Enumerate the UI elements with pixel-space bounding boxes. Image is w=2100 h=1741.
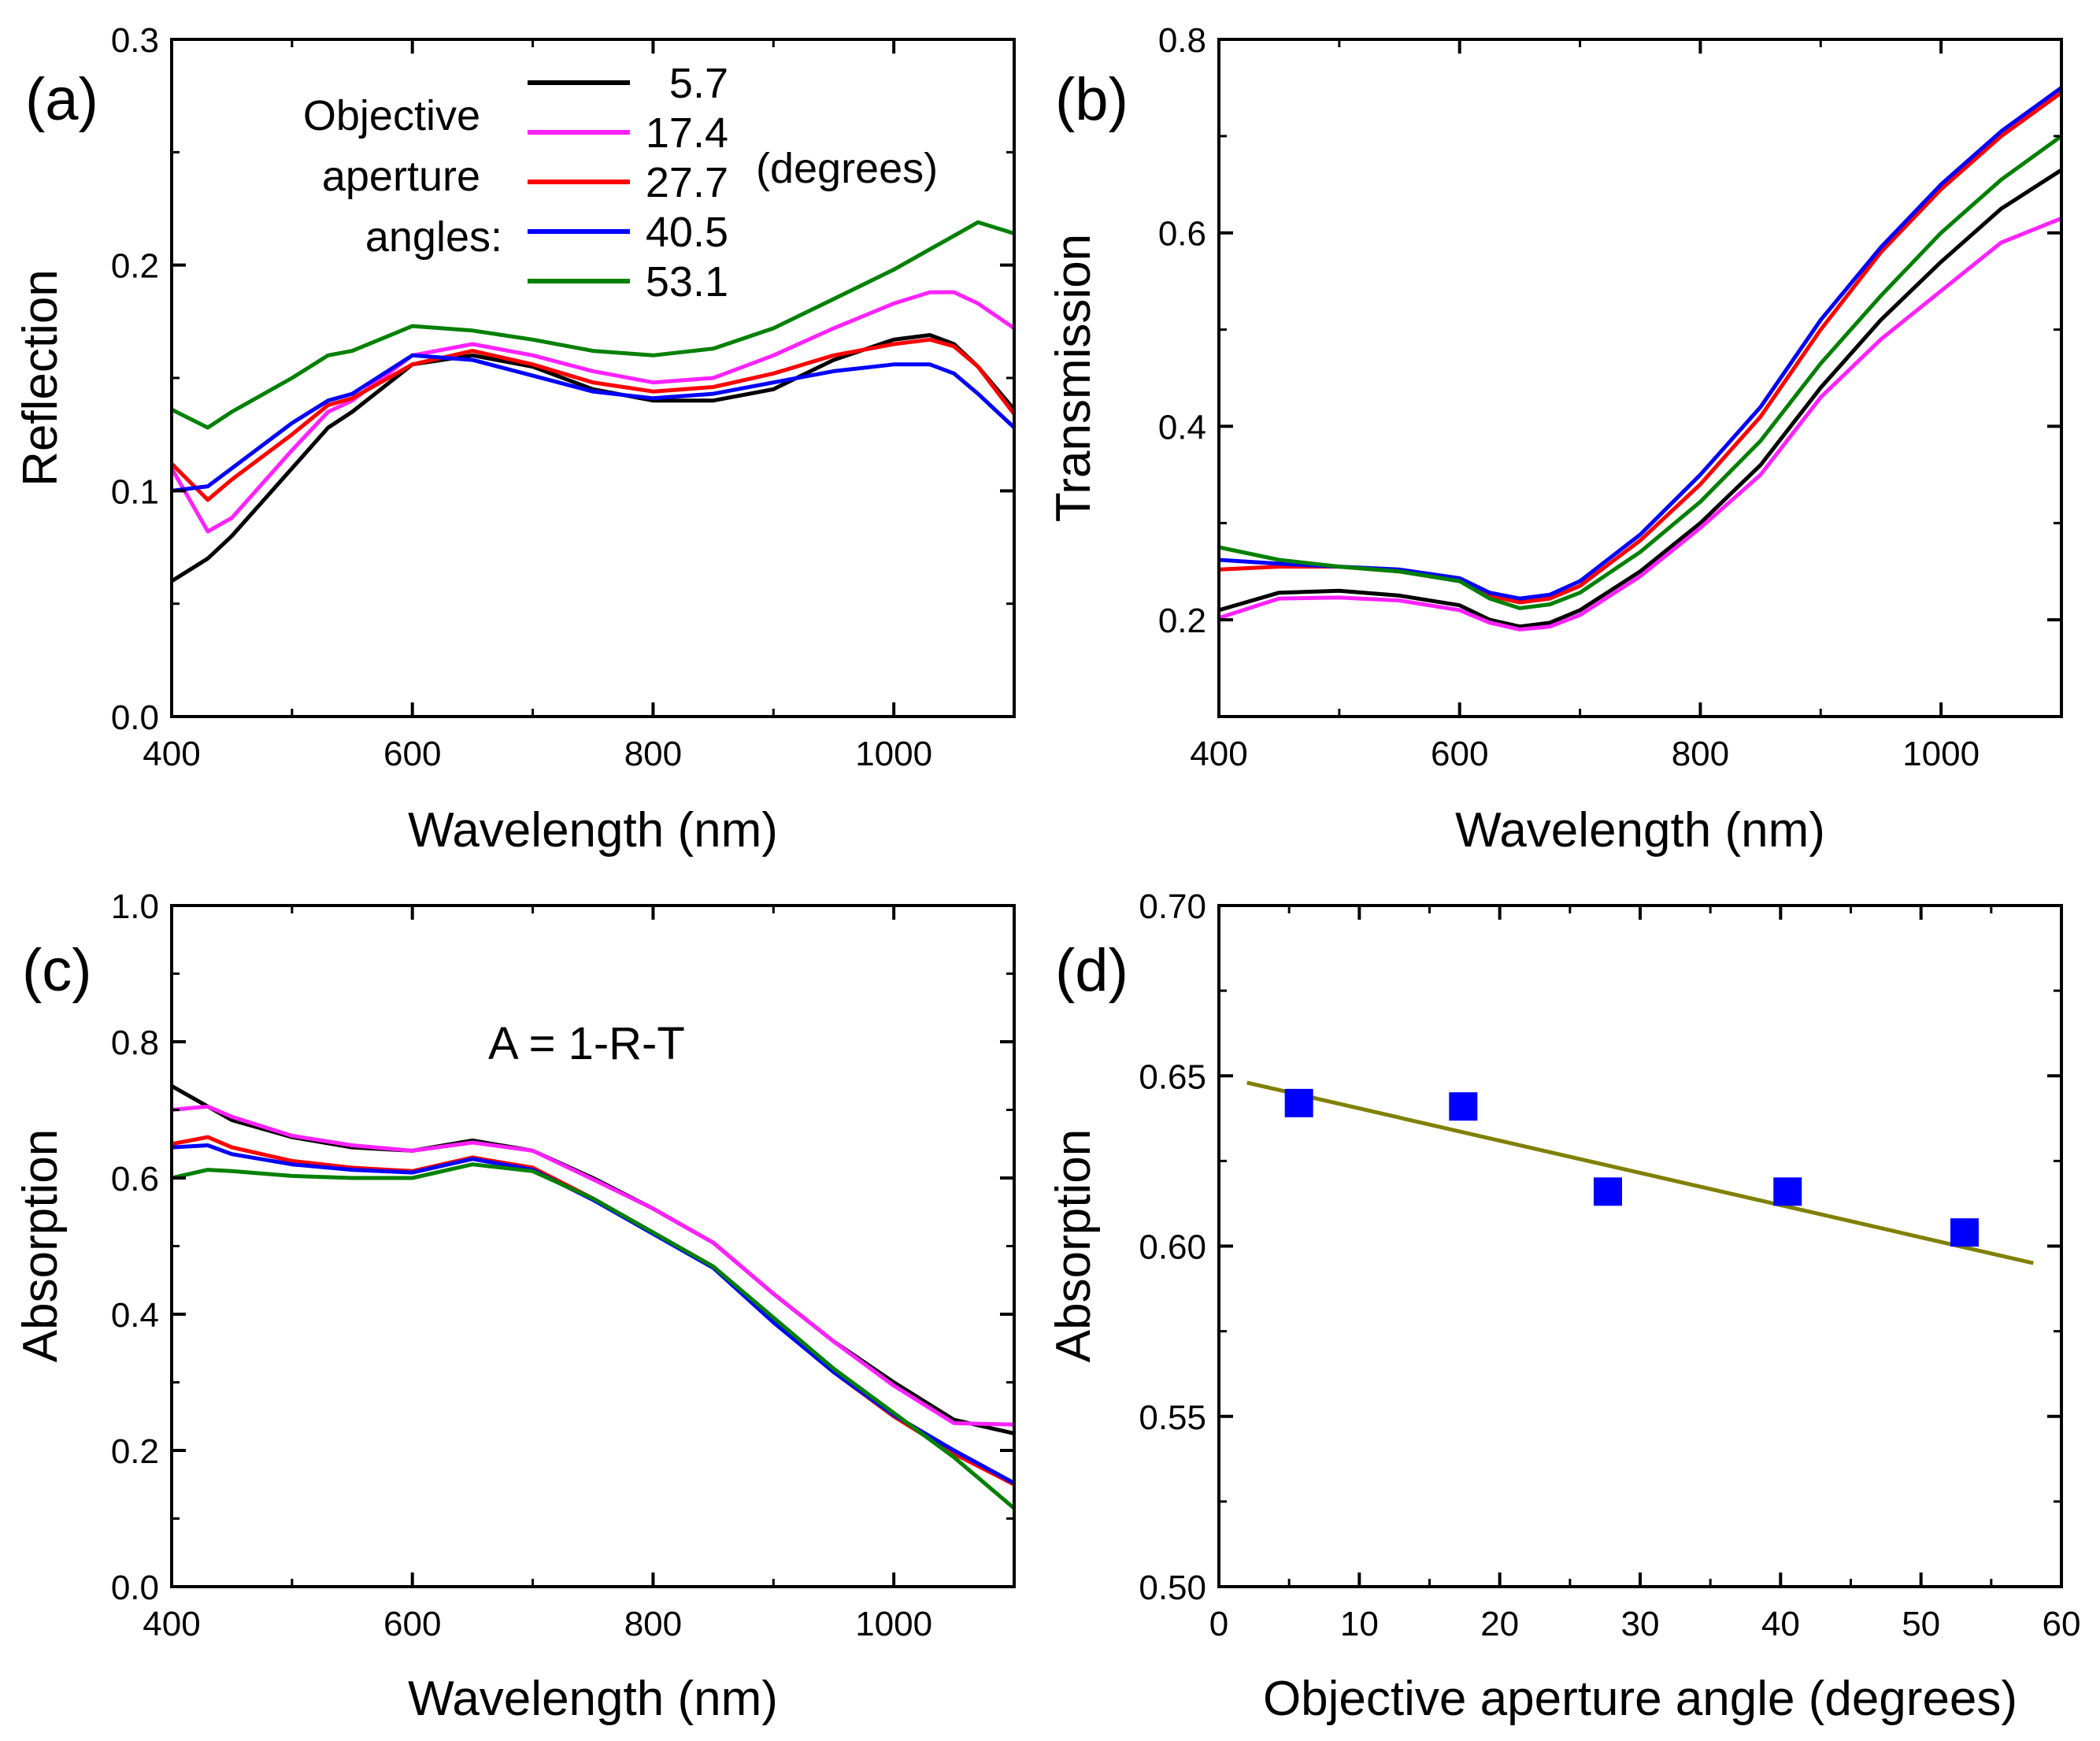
plot-b-ytick-label: 0.8	[1158, 21, 1206, 60]
panel-a-reflection: 400 600 800 1000 0.0 0.1 0.2 0.3 (a) Wavelength…	[13, 21, 1016, 858]
panel-b-transmission: 400 600 800 1000 0.2 0.4 0.6 0.8 (b) Wavelength…	[1046, 21, 2063, 858]
plot-d-xtick-label: 30	[1621, 1605, 1660, 1643]
legend-label-17-4: 17.4	[646, 109, 728, 157]
plot-c-ytick-label: 0.6	[111, 1160, 159, 1198]
plot-b-xtick-label: 1000	[1902, 735, 1980, 773]
panel-d-ylabel: Absorption	[1046, 1129, 1101, 1362]
plot-c-ytick-label: 0.4	[111, 1296, 159, 1335]
series-line-b-5-7	[1218, 168, 2063, 629]
series-line-c-53-1	[171, 1162, 1016, 1510]
series-line-a-40-5	[171, 353, 1016, 493]
plot-a-ytick-label: 0.3	[111, 21, 159, 60]
panel-a-label: (a)	[25, 66, 98, 133]
plot-b-xtick-label: 800	[1672, 735, 1729, 773]
panel-a-xlabel: Wavelength (nm)	[408, 803, 778, 858]
plot-b-frame	[1217, 38, 2063, 718]
data-point	[1773, 1177, 1802, 1206]
plot-d-ytick-label: 0.70	[1139, 887, 1206, 926]
plot-d-xtick-label: 10	[1340, 1605, 1379, 1643]
plot-d-xtick-label: 0	[1209, 1605, 1228, 1643]
plot-c-lines	[170, 1084, 1016, 1510]
data-point	[1593, 1177, 1622, 1206]
plot-c-ticks: 400 600 800 1000 0.0 0.2 0.4 0.6 0.8 1.0	[111, 887, 1014, 1643]
plot-d-xtick-label: 60	[2043, 1605, 2081, 1643]
plot-d-ticks: 0 10 20 30 40 50 60 0.50 0.55 0.60 0.65 0.70	[1139, 887, 2080, 1643]
plot-d-xtick-label: 40	[1761, 1605, 1800, 1643]
series-line-c-40-5	[171, 1143, 1016, 1485]
legend-label-40-5: 40.5	[646, 209, 728, 256]
plot-b-xtick-label: 400	[1190, 735, 1247, 773]
legend-title-line-3: angles:	[365, 213, 502, 261]
series-line-c-27-7	[171, 1135, 1016, 1487]
plot-c-ytick-label: 1.0	[111, 887, 159, 926]
plot-c-xtick-label: 600	[383, 1605, 441, 1643]
plot-b-lines	[1218, 86, 2063, 632]
plot-c-ytick-label: 0.0	[111, 1569, 159, 1607]
plot-b-ytick-label: 0.4	[1158, 408, 1206, 446]
series-line-c-17-4	[171, 1104, 1015, 1427]
legend: Objective aperture angles: (degrees) 5.7…	[303, 60, 938, 306]
series-line-b-17-4	[1218, 216, 2062, 632]
legend-title-line-1: Objective	[303, 92, 480, 139]
panel-c-ylabel: Absorption	[13, 1129, 68, 1362]
plot-a-ytick-label: 0.1	[111, 472, 159, 511]
panel-b-label: (b)	[1055, 66, 1128, 133]
plot-d-marks	[1246, 1080, 2034, 1265]
series-line-b-40-5	[1218, 86, 2063, 601]
plot-c-xtick-label: 400	[143, 1605, 200, 1643]
plot-d-ytick-label: 0.55	[1139, 1398, 1206, 1437]
plot-a-frame	[170, 38, 1016, 718]
series-line-a-5-7	[170, 333, 1016, 583]
plot-a-xtick-label: 800	[624, 735, 682, 773]
legend-label-53-1: 53.1	[646, 258, 728, 306]
panel-d-absorption-vs-angle: 0 10 20 30 40 50 60 0.50 0.55 0.60 0.65 0.70 (d) Ob…	[1046, 887, 2080, 1726]
plot-c-xtick-label: 1000	[855, 1605, 932, 1643]
series-line-b-53-1	[1218, 134, 2063, 610]
plot-d-xtick-label: 50	[1902, 1605, 1940, 1643]
plot-b-ticks: 400 600 800 1000 0.2 0.4 0.6 0.8	[1158, 21, 2061, 773]
panel-c-absorption: 400 600 800 1000 0.0 0.2 0.4 0.6 0.8 1.0 (c) A = …	[13, 887, 1016, 1726]
series-line-a-53-1	[170, 220, 1015, 430]
plot-c-ytick-label: 0.2	[111, 1432, 159, 1471]
series-line-a-27-7	[170, 337, 1016, 502]
plot-d-ytick-label: 0.50	[1139, 1569, 1206, 1607]
data-point	[1950, 1218, 1979, 1247]
panel-b-ylabel: Transmission	[1046, 234, 1101, 522]
legend-label-27-7: 27.7	[646, 159, 728, 206]
plot-c-ytick-label: 0.8	[111, 1024, 159, 1062]
plot-a-xtick-label: 400	[143, 735, 200, 773]
plot-b-ytick-label: 0.2	[1158, 602, 1206, 640]
plot-a-xtick-label: 600	[383, 735, 441, 773]
legend-label-5-7: 5.7	[669, 60, 728, 107]
fit-line	[1246, 1080, 2034, 1265]
plot-d-ytick-label: 0.60	[1139, 1228, 1206, 1267]
plot-a-lines	[169, 220, 1016, 583]
plot-c-xtick-label: 800	[624, 1605, 682, 1643]
series-line-b-27-7	[1218, 91, 2063, 605]
plot-a-ticks: 400 600 800 1000 0.0 0.1 0.2 0.3	[111, 21, 1014, 773]
plot-d-xtick-label: 20	[1480, 1605, 1519, 1643]
plot-a-xtick-label: 1000	[855, 735, 932, 773]
plot-b-ytick-label: 0.6	[1158, 215, 1206, 254]
panel-b-xlabel: Wavelength (nm)	[1455, 803, 1825, 858]
data-point	[1284, 1088, 1313, 1117]
data-point	[1449, 1092, 1478, 1121]
panel-d-xlabel: Objective aperture angle (degrees)	[1263, 1672, 2017, 1726]
panel-a-ylabel: Reflection	[13, 269, 68, 487]
plot-b-xtick-label: 600	[1431, 735, 1488, 773]
plot-d-frame	[1217, 904, 2063, 1588]
legend-title-line-2: aperture	[322, 153, 480, 200]
series-line-a-17-4	[169, 290, 1016, 534]
legend-entries: 5.717.427.740.553.1	[528, 60, 728, 306]
plot-c-frame	[170, 904, 1016, 1588]
plot-a-ytick-label: 0.2	[111, 247, 159, 286]
panel-d-label: (d)	[1055, 937, 1128, 1004]
panel-c-label: (c)	[22, 937, 92, 1004]
panel-c-annotation: A = 1-R-T	[488, 1018, 685, 1069]
plot-d-ytick-label: 0.65	[1139, 1058, 1206, 1096]
panel-c-xlabel: Wavelength (nm)	[408, 1672, 778, 1726]
legend-unit: (degrees)	[756, 145, 938, 192]
plot-a-ytick-label: 0.0	[111, 698, 159, 737]
